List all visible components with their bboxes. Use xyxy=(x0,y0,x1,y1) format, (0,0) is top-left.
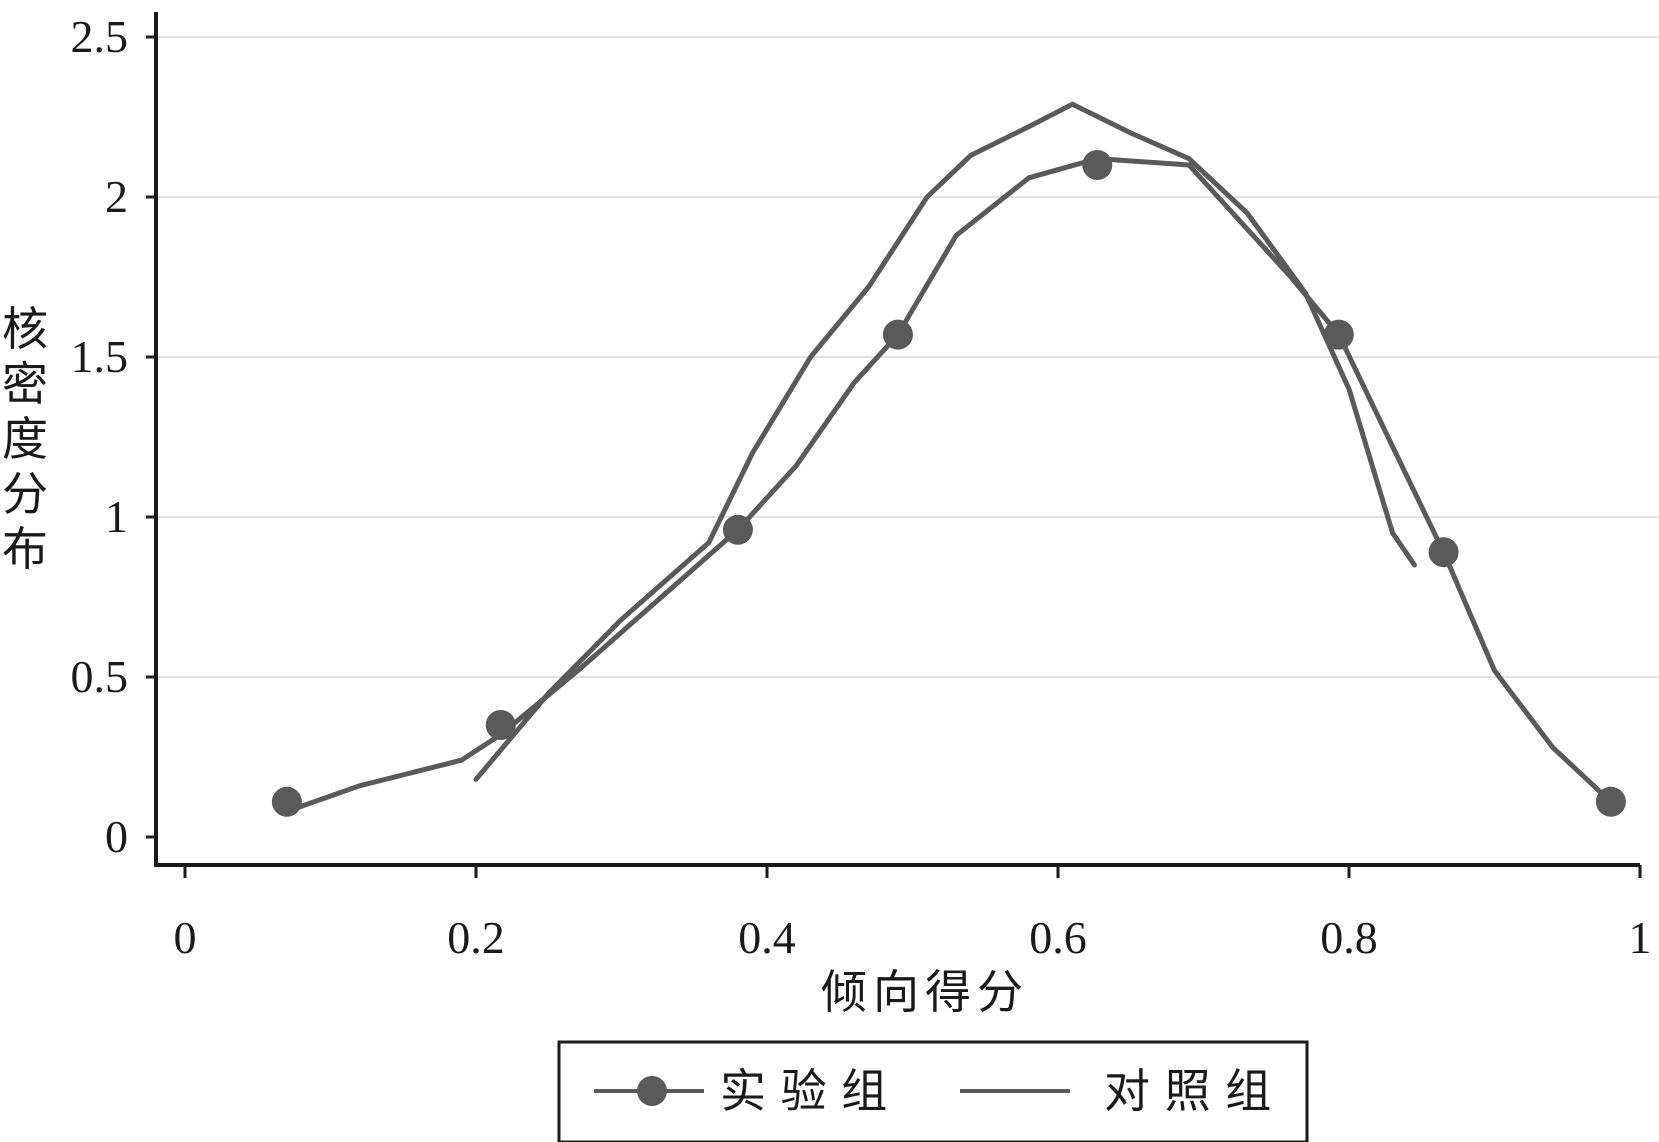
y-tick-label: 2.5 xyxy=(71,11,129,62)
x-tick-label: 1 xyxy=(1629,912,1652,963)
x-tick-label: 0.6 xyxy=(1029,912,1087,963)
y-tick-label: 2 xyxy=(105,171,128,222)
legend-label-treatment: 实 验 组 xyxy=(720,1064,887,1118)
data-point-treatment xyxy=(722,514,753,545)
legend: 实 验 组 对 照 组 xyxy=(557,1040,1309,1142)
y-tick-label: 1.5 xyxy=(71,331,129,382)
legend-label-control: 对 照 组 xyxy=(1104,1064,1271,1118)
y-axis-title: 核密度分布 xyxy=(2,302,48,576)
data-point-treatment xyxy=(1082,150,1113,180)
data-point-treatment xyxy=(1323,319,1354,350)
y-tick-label: 0.5 xyxy=(71,651,129,702)
x-tick-label: 0.4 xyxy=(738,912,796,963)
series-layer xyxy=(271,101,1626,817)
series-line-treatment xyxy=(284,156,1614,814)
series-line-control xyxy=(473,101,1417,782)
data-point-treatment xyxy=(485,710,516,740)
legend-box xyxy=(557,1040,1309,1142)
x-tick-label: 0 xyxy=(174,912,197,963)
data-point-treatment xyxy=(1428,537,1459,568)
data-point-treatment xyxy=(1595,786,1626,817)
axis-ticks: 0 0.5 1 1.5 2 2.5 0 0.2 0.4 0.6 0.8 1 xyxy=(71,11,1652,963)
data-point-treatment xyxy=(271,786,302,817)
legend-marker-treatment xyxy=(637,1076,667,1106)
y-tick-label: 0 xyxy=(105,811,128,862)
x-axis-title: 倾向得分 xyxy=(821,965,1029,1019)
y-tick-label: 1 xyxy=(105,491,128,542)
x-tick-label: 0.2 xyxy=(447,912,505,963)
grid-lines xyxy=(156,36,1659,678)
x-tick-label: 0.8 xyxy=(1320,912,1378,963)
data-point-treatment xyxy=(882,319,913,350)
